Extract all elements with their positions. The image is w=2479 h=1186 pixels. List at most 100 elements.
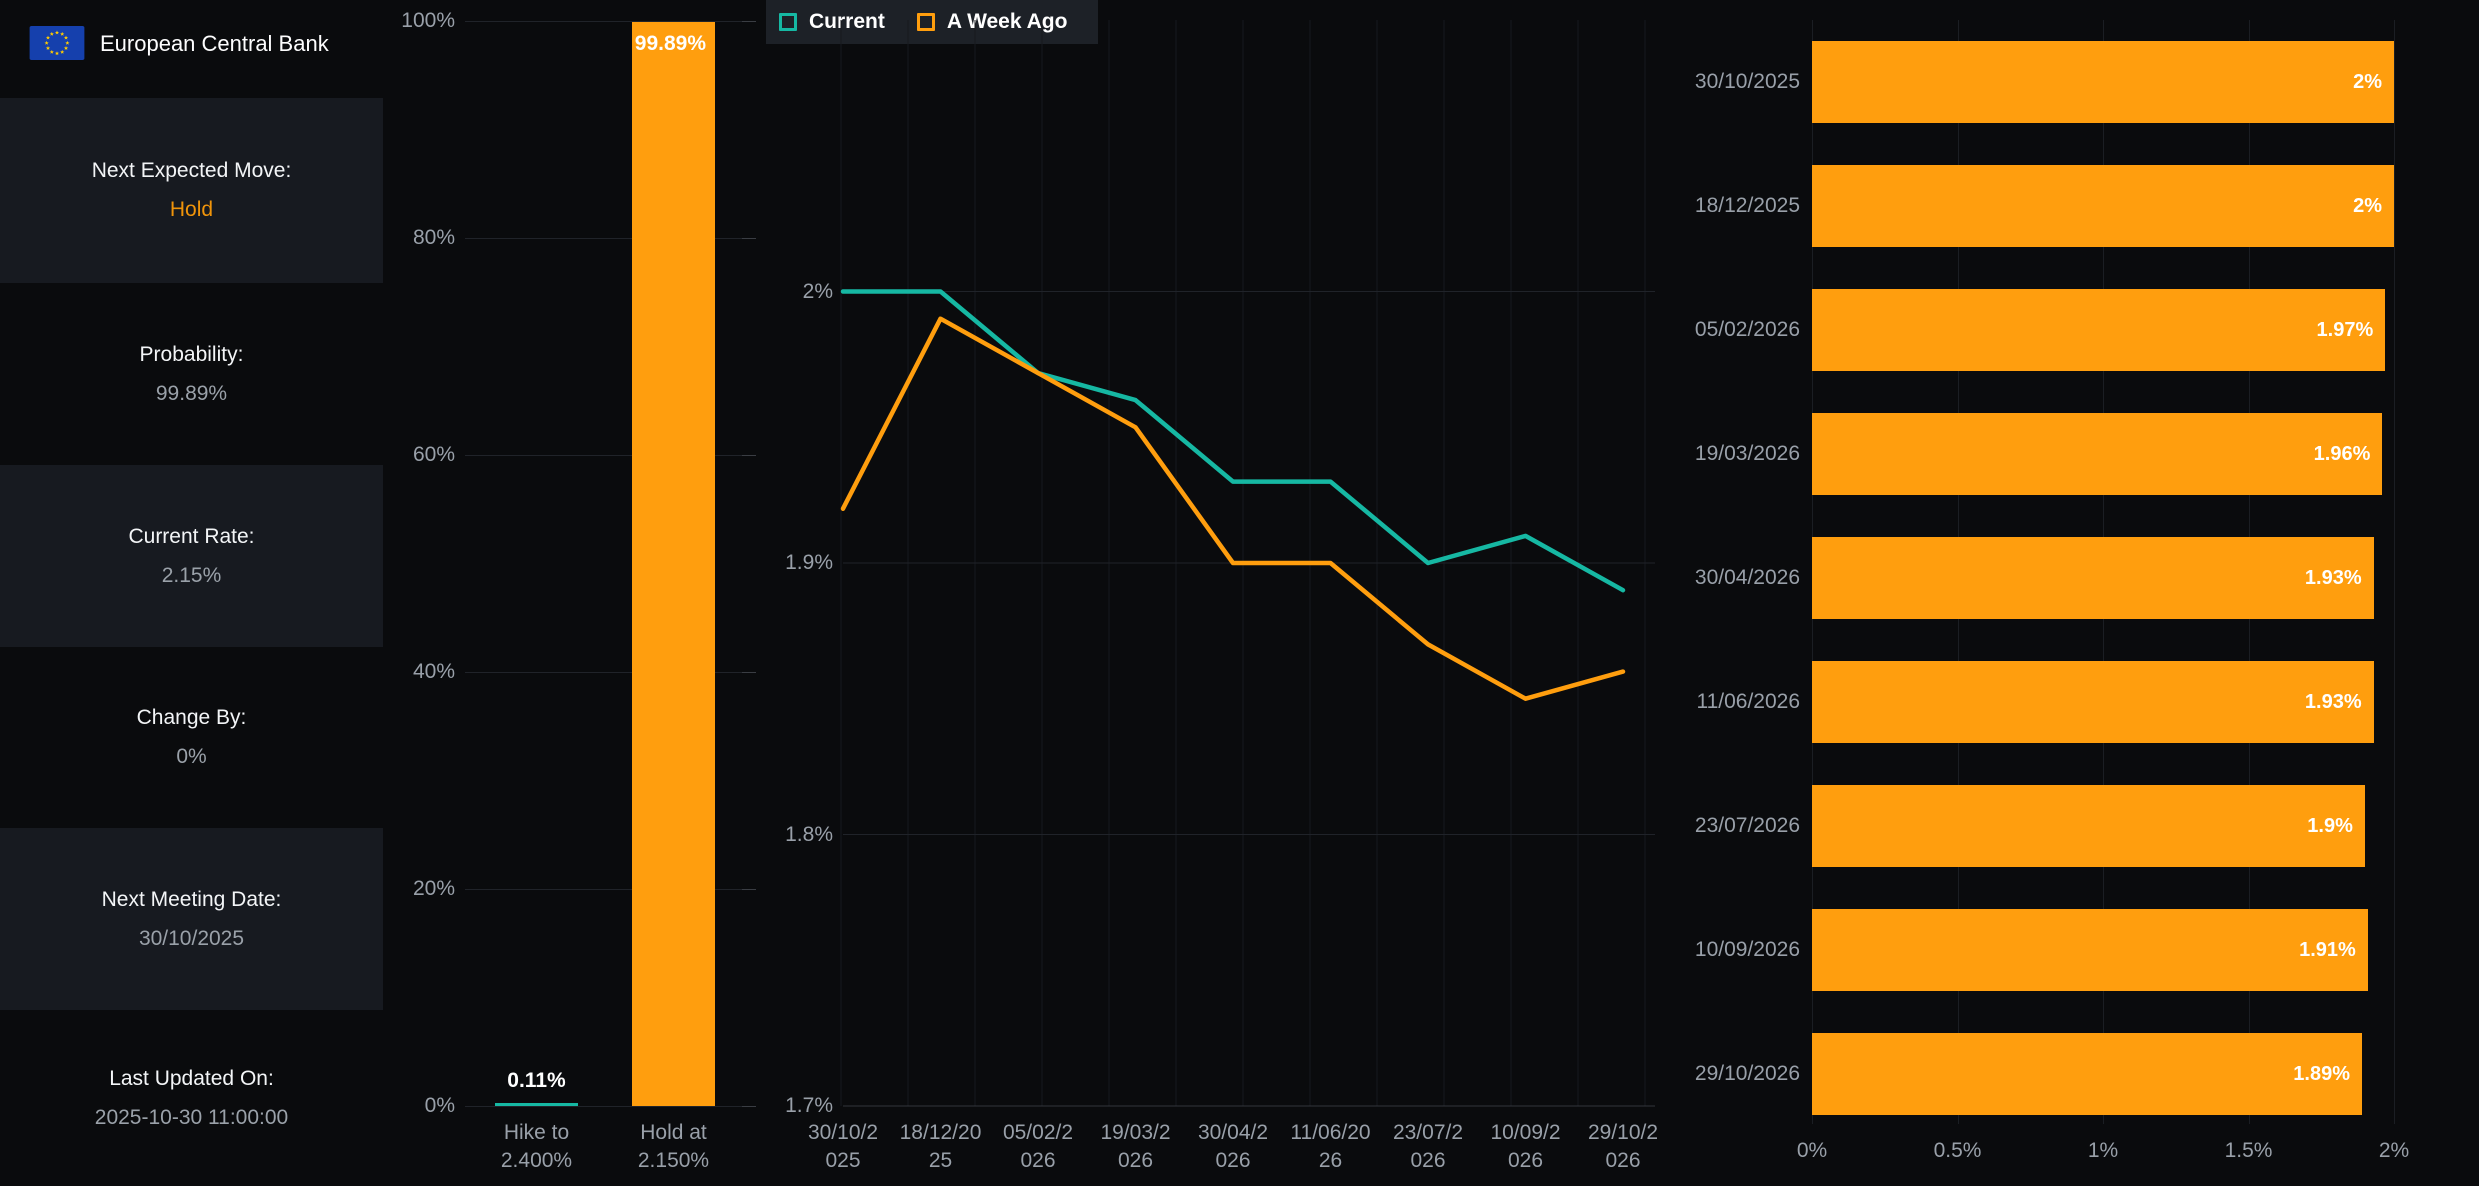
line-chart-legend: Current A Week Ago	[766, 0, 1098, 44]
prob-axis-tick	[742, 1105, 756, 1107]
probability-value: 99.89%	[155, 381, 228, 405]
rate-bar-value-label: 1.89%	[2293, 1063, 2350, 1085]
line-x-label: 29/10/2	[1587, 1121, 1659, 1144]
line-x-label: 026	[1410, 1149, 1446, 1172]
line-x-label: 026	[1020, 1149, 1056, 1172]
prob-y-tick-label: 20%	[412, 877, 455, 900]
panel-probability: Probability: 99.89%	[0, 283, 383, 465]
rate-bar-date-label: 30/10/2025	[1694, 70, 1800, 93]
line-y-tick-label: 1.7%	[785, 1094, 833, 1117]
line-x-label: 026	[1507, 1149, 1544, 1172]
rate-bar-date-label: 19/03/2026	[1694, 442, 1800, 465]
rate-bars-x-tick-label: 2%	[2378, 1139, 2410, 1162]
line-y-tick-label: 1.8%	[785, 822, 833, 846]
rate-bar-05/02/2026[interactable]	[1812, 289, 2386, 371]
rate-bars-gridline	[2394, 20, 2395, 1124]
rate-bar-value-label: 1.9%	[2307, 815, 2353, 837]
rate-bar-18/12/2025[interactable]	[1812, 165, 2394, 247]
prob-y-tick-label: 60%	[412, 443, 455, 466]
rate-bar-value-label: 1.93%	[2304, 567, 2362, 589]
prob-x-label: Hold at	[640, 1121, 707, 1144]
prob-gridline	[465, 20, 742, 22]
change-by-label: Change By:	[136, 706, 247, 729]
rate-bar-date-label: 05/02/2026	[1694, 318, 1800, 341]
line-x-label: 25	[928, 1149, 953, 1172]
prob-axis-tick	[742, 237, 756, 239]
prob-axis-tick	[742, 888, 756, 890]
next-expected-move-value: Hold	[169, 198, 214, 221]
current-series-line[interactable]	[840, 289, 1626, 593]
rate-bars-x-tick-label: 1%	[2087, 1139, 2119, 1162]
prob-bar-value-0: 0.11%	[507, 1069, 566, 1092]
rate-bar-value-label: 1.96%	[2313, 443, 2371, 465]
line-y-tick-label: 1.9%	[785, 551, 833, 574]
last-updated-value: 2025-10-30 11:00:00	[94, 1105, 289, 1129]
line-x-label: 23/07/2	[1392, 1121, 1464, 1144]
week-ago-series-line[interactable]	[840, 316, 1626, 701]
panel-current-rate: Current Rate: 2.15%	[0, 465, 383, 647]
prob-bar-0[interactable]	[495, 1103, 578, 1106]
prob-axis-tick	[742, 671, 756, 673]
rate-bar-23/07/2026[interactable]	[1812, 785, 2365, 867]
rate-bar-30/04/2026[interactable]	[1812, 537, 2374, 619]
rate-bars-x-tick-label: 0%	[1796, 1139, 1828, 1162]
sidebar: European Central Bank Next Expected Move…	[0, 0, 383, 1186]
line-x-label: 026	[1605, 1149, 1641, 1172]
line-x-label: 11/06/20	[1290, 1121, 1371, 1144]
next-expected-move-label: Next Expected Move:	[91, 159, 292, 182]
prob-x-label: 2.150%	[637, 1149, 710, 1172]
line-x-label: 026	[1215, 1149, 1251, 1172]
change-by-value: 0%	[176, 745, 207, 768]
rate-bar-date-label: 23/07/2026	[1694, 814, 1800, 837]
panel-last-updated: Last Updated On: 2025-10-30 11:00:00	[0, 1010, 383, 1186]
rate-bar-10/09/2026[interactable]	[1812, 909, 2368, 991]
prob-y-tick-label: 40%	[412, 660, 455, 683]
line-x-label: 026	[1117, 1149, 1154, 1172]
rate-bar-19/03/2026[interactable]	[1812, 413, 2383, 495]
rate-bar-date-label: 18/12/2025	[1694, 194, 1800, 217]
line-x-label: 05/02/2	[1002, 1121, 1074, 1144]
prob-axis-tick	[742, 454, 756, 456]
prob-y-tick-label: 0%	[424, 1094, 455, 1117]
prob-y-tick-label: 100%	[401, 9, 455, 32]
prob-gridline	[465, 1105, 742, 1107]
line-x-label: 18/12/20	[899, 1121, 982, 1144]
line-y-tick-label: 2%	[802, 279, 833, 303]
legend-label-current: Current	[809, 10, 885, 33]
legend-label-week-ago: A Week Ago	[946, 10, 1068, 33]
rate-bar-date-label: 11/06/2026	[1696, 690, 1800, 713]
rate-bar-value-label: 1.91%	[2299, 939, 2356, 961]
prob-axis-tick	[742, 20, 756, 22]
prob-gridline	[465, 454, 742, 456]
prob-gridline	[465, 671, 742, 673]
prob-x-label: 2.400%	[500, 1149, 573, 1172]
panel-next-expected-move: Next Expected Move: Hold	[0, 98, 383, 283]
rate-bar-date-label: 29/10/2026	[1694, 1062, 1800, 1085]
prob-gridline	[465, 888, 742, 890]
legend-item-current[interactable]: Current	[779, 10, 885, 34]
legend-item-week-ago[interactable]: A Week Ago	[916, 10, 1068, 34]
prob-bar-1[interactable]	[632, 22, 715, 1106]
current-rate-value: 2.15%	[161, 563, 222, 587]
panel-next-meeting-date: Next Meeting Date: 30/10/2025	[0, 828, 383, 1010]
rate-bars-x-tick-label: 1.5%	[2224, 1139, 2273, 1162]
probability-label: Probability:	[139, 342, 244, 366]
rate-bar-value-label: 2%	[2353, 71, 2382, 93]
prob-gridline	[465, 237, 742, 239]
rate-bar-value-label: 2%	[2353, 195, 2382, 217]
current-series-swatch-icon	[779, 13, 797, 31]
line-x-label: 30/04/2	[1197, 1121, 1269, 1144]
prob-x-label: Hike to	[503, 1121, 570, 1144]
next-meeting-date-value: 30/10/2025	[138, 926, 245, 950]
rate-bar-30/10/2025[interactable]	[1812, 41, 2394, 123]
line-x-label: 19/03/2	[1100, 1121, 1171, 1144]
line-x-label: 10/09/2	[1490, 1121, 1561, 1144]
line-x-label: 30/10/2	[807, 1121, 879, 1144]
rate-bar-11/06/2026[interactable]	[1812, 661, 2374, 743]
prob-bar-value-1: 99.89%	[634, 32, 706, 55]
bank-header: European Central Bank	[0, 0, 383, 98]
rate-bar-29/10/2026[interactable]	[1812, 1033, 2362, 1115]
next-meeting-date-label: Next Meeting Date:	[101, 887, 282, 911]
rate-bar-date-label: 30/04/2026	[1694, 566, 1800, 589]
